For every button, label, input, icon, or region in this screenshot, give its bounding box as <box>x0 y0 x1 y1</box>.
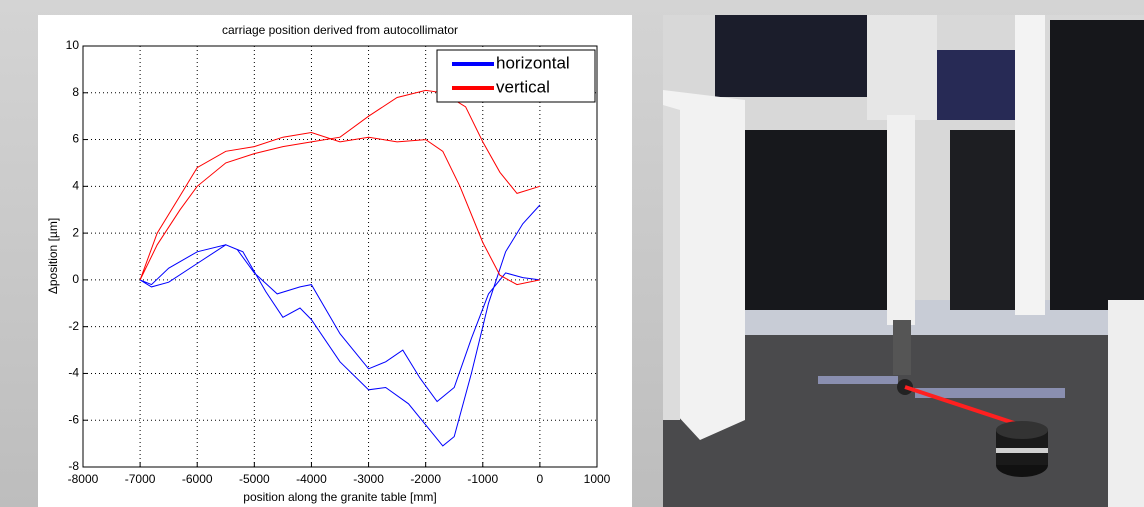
y-tick-label: -6 <box>68 412 79 426</box>
x-tick-label: -6000 <box>182 472 213 486</box>
panel <box>950 130 1015 310</box>
autocollimator-band <box>996 448 1048 453</box>
y-tick-label: -8 <box>68 459 79 473</box>
legend-box <box>436 49 596 103</box>
x-tick-label: -8000 <box>68 472 99 486</box>
x-axis-label: position along the granite table [mm] <box>243 490 436 504</box>
plot-frame <box>82 45 598 468</box>
x-tick-label: -7000 <box>125 472 156 486</box>
x-tick-label: -2000 <box>410 472 441 486</box>
plot: -8000 -7000 -6000 -5000 -4000 -3000 -2000 -1000… <box>66 38 611 486</box>
chart-title: carriage position derived from autocolli… <box>222 23 458 37</box>
panel <box>715 15 895 97</box>
y-axis-label: Δposition [µm] <box>46 218 60 294</box>
scale <box>915 388 1065 398</box>
x-tick-label: 1000 <box>584 472 611 486</box>
probe <box>893 320 911 375</box>
y-tick-label: 0 <box>72 272 79 286</box>
y-tick-label: 4 <box>72 179 79 193</box>
laser-beam <box>904 385 1021 427</box>
y-tick-label: -4 <box>68 366 79 380</box>
data-line <box>139 204 541 447</box>
column <box>663 90 745 440</box>
y-tick-label: 6 <box>72 132 79 146</box>
column <box>1108 300 1144 507</box>
y-tick-label: 8 <box>72 85 79 99</box>
x-tick-label: -3000 <box>353 472 384 486</box>
column <box>1015 15 1045 315</box>
column-shade <box>663 105 680 420</box>
x-tick-label: -5000 <box>239 472 270 486</box>
data-line <box>139 89 541 286</box>
z-ram <box>887 115 915 325</box>
carriage <box>867 15 937 120</box>
x-tick-label: -1000 <box>467 472 498 486</box>
panel <box>745 130 890 310</box>
panel <box>1050 20 1144 310</box>
panel <box>930 50 1015 120</box>
y-tick-label: 10 <box>66 38 80 52</box>
scale <box>818 376 898 384</box>
autocollimator-top <box>996 421 1048 439</box>
legend-label: horizontal <box>496 53 570 72</box>
legend-label: vertical <box>496 77 550 96</box>
y-tick-label: 2 <box>72 225 79 239</box>
x-tick-label: -4000 <box>296 472 327 486</box>
y-tick-label: -2 <box>68 319 79 333</box>
photo <box>663 15 1144 507</box>
x-tick-label: 0 <box>537 472 544 486</box>
